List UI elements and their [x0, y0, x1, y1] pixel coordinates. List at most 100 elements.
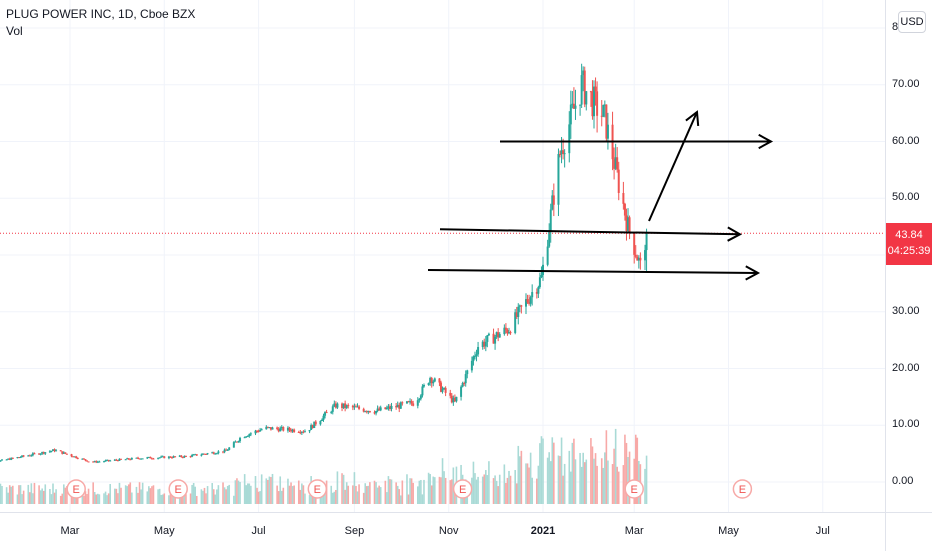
candle-body	[104, 460, 107, 462]
volume-bar	[644, 468, 646, 504]
volume-bar	[135, 486, 138, 504]
candle-body	[234, 441, 237, 443]
candle-body	[384, 407, 387, 410]
candle-body	[538, 277, 541, 288]
candle-body	[19, 457, 22, 459]
volume-bar	[376, 487, 379, 504]
candle-body	[524, 299, 527, 307]
candle-body	[206, 453, 209, 455]
candle-body	[484, 341, 487, 347]
candle-body	[515, 312, 518, 317]
candle-body	[212, 452, 215, 454]
candle-body	[147, 456, 150, 458]
candle-body	[477, 346, 480, 355]
volume-bar	[42, 490, 45, 504]
candle-body	[364, 411, 367, 413]
candle-body	[0, 459, 3, 461]
volume-bar	[202, 490, 204, 504]
volume-bar	[168, 495, 170, 504]
volume-bar	[344, 489, 346, 504]
candle-body	[362, 408, 365, 412]
candle-body	[228, 447, 231, 450]
candle-body	[498, 334, 501, 338]
volume-bar	[19, 485, 22, 504]
volume-bar	[259, 491, 261, 504]
candle-body	[562, 150, 565, 155]
volume-bar	[157, 489, 159, 504]
candle-body	[466, 370, 469, 375]
candle-body	[308, 430, 311, 432]
candle-body	[497, 332, 500, 338]
candle-body	[585, 91, 588, 105]
candle-body	[256, 430, 259, 432]
candle-body	[115, 459, 118, 461]
volume-bar	[8, 485, 11, 504]
volume-bar	[16, 494, 19, 504]
volume-bar	[423, 479, 425, 504]
volume-bar	[268, 476, 271, 504]
candle-body	[280, 427, 283, 429]
currency-button[interactable]: USD	[898, 11, 926, 33]
candle-body	[463, 383, 466, 385]
candle-body	[390, 405, 393, 409]
candle-body	[141, 458, 144, 460]
price-chart[interactable]: E E E E E E PLUG POWER INC, 1D, Cboe BZX Vol	[0, 0, 885, 512]
time-tick-label: Nov	[438, 525, 459, 537]
candle-body	[529, 297, 532, 304]
candle-body	[65, 453, 68, 455]
volume-bar	[66, 486, 68, 504]
candle-body	[178, 455, 181, 457]
price-tick-label: 50.00	[892, 191, 920, 204]
candle-body	[409, 401, 412, 403]
volume-bar	[95, 494, 98, 504]
volume-bar	[418, 480, 421, 504]
time-axis[interactable]: Mar May Jul Sep Nov 2021 Mar May Jul	[0, 512, 885, 551]
volume-bar	[163, 493, 166, 504]
candle-body	[146, 457, 149, 459]
candle-body	[591, 91, 594, 117]
candle-body	[22, 455, 25, 457]
volume-bar	[107, 493, 110, 504]
volume-bar	[138, 482, 141, 504]
candle-body	[293, 429, 296, 432]
volume-bar	[451, 479, 453, 504]
volume-bar	[497, 486, 499, 504]
volume-bar	[279, 476, 282, 504]
volume-bar	[288, 485, 291, 504]
candle-body	[271, 427, 274, 430]
volume-bar	[557, 455, 560, 504]
candle-body	[433, 378, 436, 382]
volume-bar	[106, 495, 108, 504]
volume-bar	[520, 450, 523, 504]
candle-body	[616, 157, 619, 170]
volume-bar	[563, 463, 566, 504]
candle-body	[127, 458, 130, 460]
candle-body	[70, 454, 73, 457]
earnings-marker-label: E	[631, 484, 638, 496]
candle-body	[333, 403, 336, 407]
volume-bar	[485, 470, 487, 504]
candle-body	[313, 421, 316, 428]
volume-bar	[537, 465, 540, 504]
volume-bar	[525, 463, 527, 504]
candle-body	[171, 457, 174, 459]
volume-bar	[146, 491, 149, 504]
candle-body	[507, 332, 510, 334]
candle-body	[430, 377, 433, 384]
volume-indicator-label[interactable]: Vol	[6, 24, 23, 38]
volume-bar	[410, 478, 413, 504]
volume-bar	[81, 492, 84, 504]
candle-body	[528, 302, 531, 304]
candle-body	[246, 435, 249, 437]
volume-bar	[290, 482, 292, 504]
candle-body	[158, 457, 161, 459]
candle-body	[42, 452, 45, 454]
price-tick-label: 30.00	[892, 304, 920, 317]
candle-body	[303, 431, 306, 433]
candle-body	[475, 354, 478, 356]
symbol-title[interactable]: PLUG POWER INC, 1D, Cboe BZX	[6, 7, 196, 21]
candle-body	[617, 169, 620, 193]
volume-bar	[256, 487, 258, 504]
volume-bar	[477, 476, 479, 504]
